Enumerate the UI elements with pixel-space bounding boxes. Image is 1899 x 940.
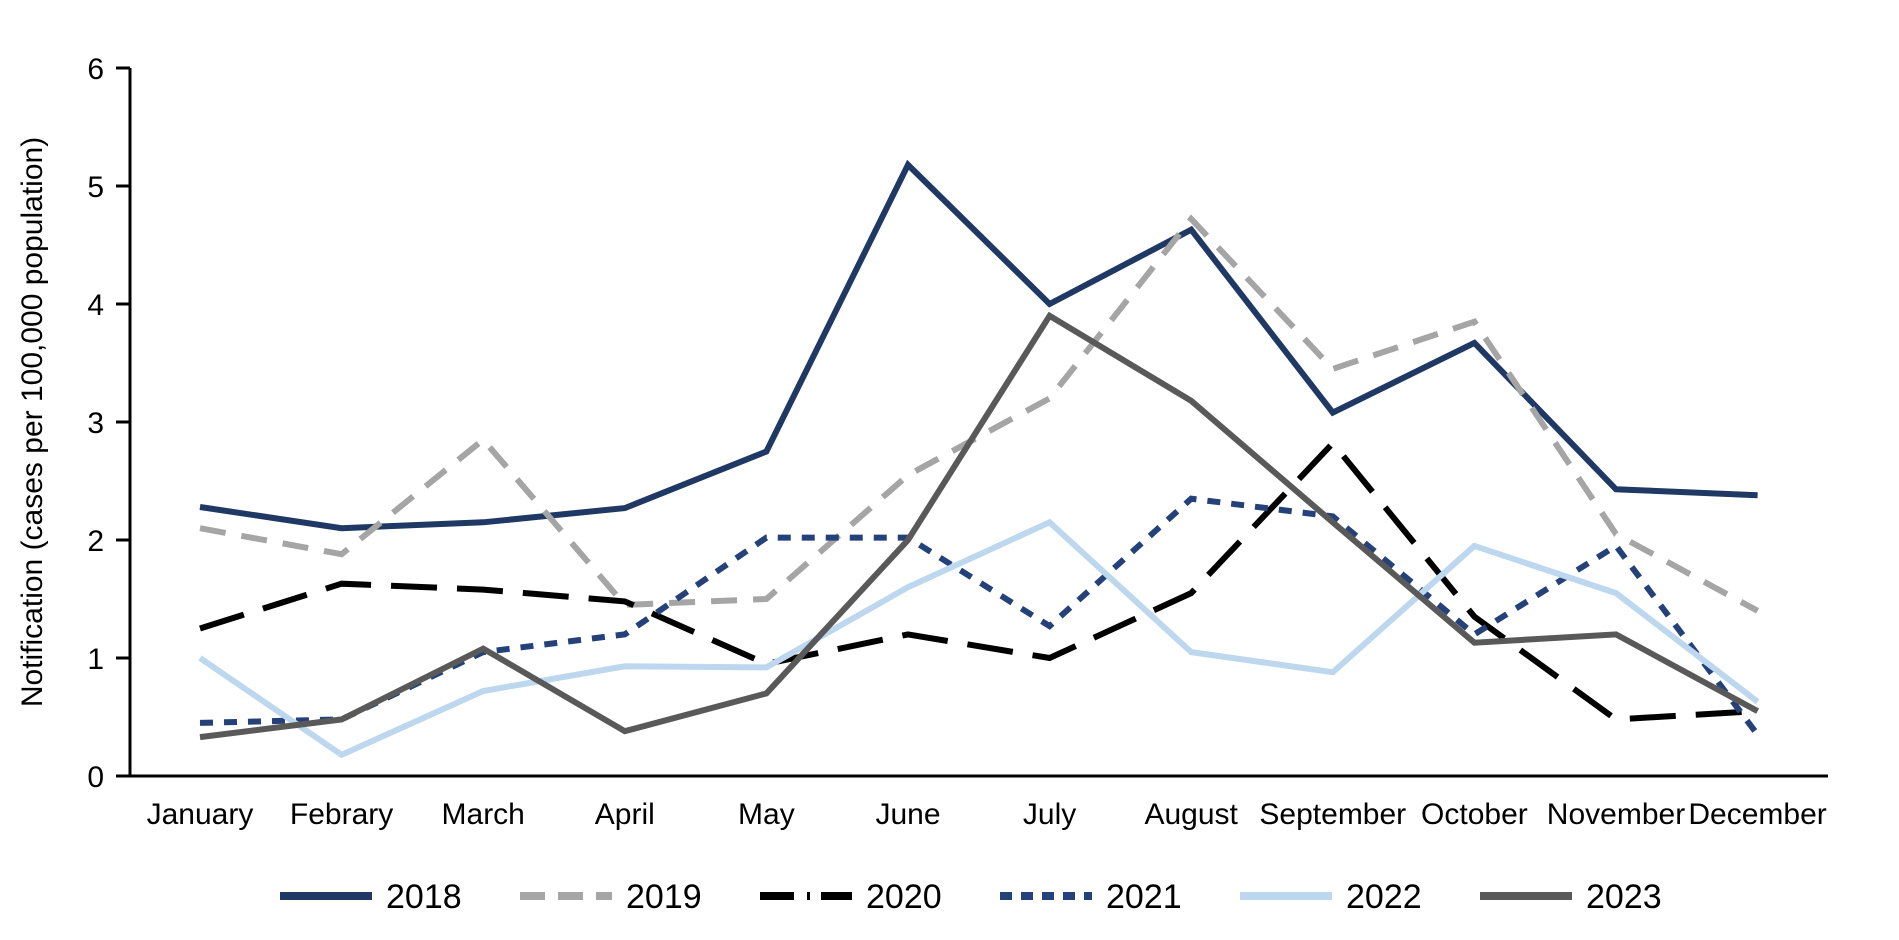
- legend-label-2019: 2019: [626, 878, 702, 916]
- x-tick-label-june: June: [875, 798, 940, 831]
- legend-item-2022: 2022: [1240, 878, 1422, 916]
- y-tick-label-1: 1: [87, 643, 104, 676]
- y-tick-label-0: 0: [87, 761, 104, 794]
- legend-label-2023: 2023: [1586, 878, 1662, 916]
- y-tick-label-3: 3: [87, 407, 104, 440]
- series-lines: [198, 159, 1760, 759]
- series-line-2023: [199, 311, 1760, 741]
- legend-label-2022: 2022: [1346, 878, 1422, 916]
- legend-item-2020: 2020: [760, 878, 942, 916]
- series-line-2020: [199, 438, 1758, 723]
- series-line-2019: [199, 214, 1760, 614]
- axes: 0 1 2 3 4 5 6 January Febrary March April May June Ju…: [87, 53, 1828, 831]
- series-line-2021: [199, 495, 1760, 737]
- series-line-2018: [199, 159, 1758, 532]
- y-tick-label-6: 6: [87, 53, 104, 86]
- x-tick-label-january: January: [147, 798, 254, 831]
- x-tick-label-october: October: [1421, 798, 1528, 831]
- x-tick-label-febrary: Febrary: [290, 798, 393, 831]
- y-axis-title: Notification (cases per 100,000 populati…: [16, 137, 49, 707]
- x-tick-label-august: August: [1144, 798, 1238, 831]
- y-tick-label-4: 4: [87, 289, 104, 322]
- legend-label-2020: 2020: [866, 878, 942, 916]
- legend-item-2018: 2018: [280, 878, 462, 916]
- legend-label-2021: 2021: [1106, 878, 1182, 916]
- x-tick-label-september: September: [1259, 798, 1406, 831]
- y-tick-label-2: 2: [87, 525, 104, 558]
- legend: 2018 2019 2020 2021 2022 2023: [280, 878, 1662, 916]
- x-tick-label-november: November: [1547, 798, 1685, 831]
- series-line-2022: [198, 518, 1760, 759]
- legend-item-2019: 2019: [520, 878, 702, 916]
- legend-item-2023: 2023: [1480, 878, 1662, 916]
- x-tick-label-march: March: [442, 798, 525, 831]
- y-tick-label-5: 5: [87, 171, 104, 204]
- legend-item-2021: 2021: [1000, 878, 1182, 916]
- x-tick-label-april: April: [595, 798, 655, 831]
- x-tick-label-december: December: [1688, 798, 1826, 831]
- x-tick-label-july: July: [1023, 798, 1076, 831]
- x-tick-label-may: May: [738, 798, 795, 831]
- legend-label-2018: 2018: [386, 878, 462, 916]
